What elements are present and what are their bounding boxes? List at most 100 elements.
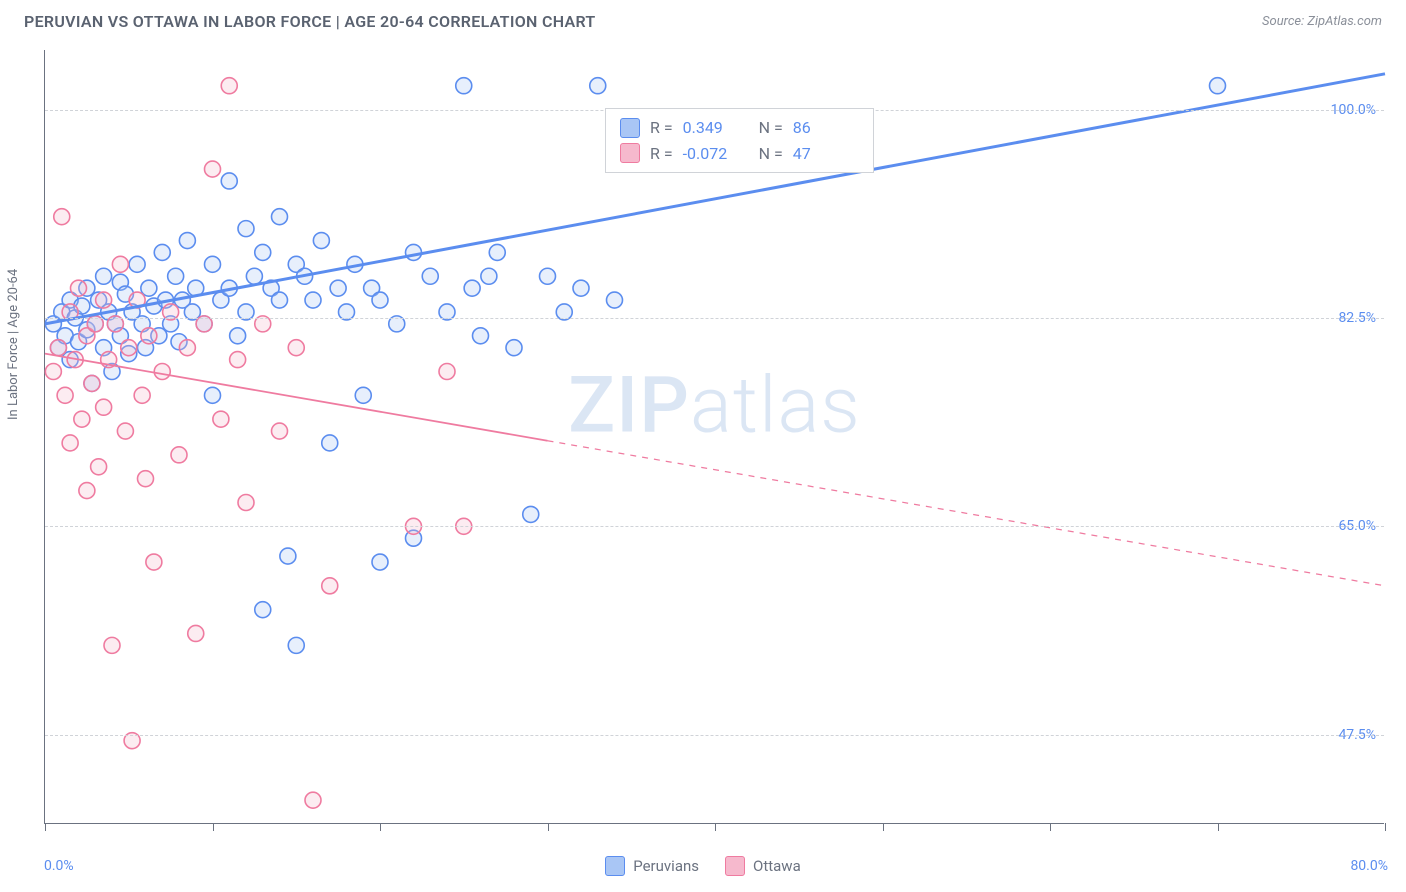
data-point-ottawa (439, 364, 455, 380)
source-attribution: Source: ZipAtlas.com (1262, 14, 1382, 29)
data-point-ottawa (74, 411, 90, 427)
r-label: R = (650, 141, 673, 167)
data-point-peruvians (313, 233, 329, 249)
x-tick (213, 823, 214, 831)
data-point-ottawa (71, 280, 87, 296)
data-point-peruvians (406, 244, 422, 260)
data-point-peruvians (464, 280, 480, 296)
legend-item-peruvians: Peruvians (605, 856, 699, 876)
data-point-peruvians (272, 209, 288, 225)
data-point-peruvians (473, 328, 489, 344)
data-point-peruvians (280, 548, 296, 564)
data-point-peruvians (221, 173, 237, 189)
trend-line-dashed-ottawa (548, 441, 1386, 586)
data-point-ottawa (179, 340, 195, 356)
data-point-ottawa (54, 209, 70, 225)
data-point-ottawa (138, 471, 154, 487)
data-point-peruvians (129, 256, 145, 272)
r-value-ottawa: -0.072 (683, 141, 749, 167)
chart-title: PERUVIAN VS OTTAWA IN LABOR FORCE | AGE … (24, 12, 596, 31)
chart-plot-area: ZIPatlas 47.5%65.0%82.5%100.0% R = 0.349… (44, 50, 1384, 824)
data-point-peruvians (355, 387, 371, 403)
data-point-peruvians (205, 256, 221, 272)
data-point-ottawa (230, 352, 246, 368)
gridline (45, 318, 1384, 319)
x-tick (1218, 823, 1219, 831)
x-tick (883, 823, 884, 831)
data-point-peruvians (230, 328, 246, 344)
data-point-peruvians (305, 292, 321, 308)
data-point-ottawa (121, 340, 137, 356)
y-axis-label: In Labor Force | Age 20-64 (6, 269, 21, 420)
data-point-ottawa (171, 447, 187, 463)
data-point-peruvians (506, 340, 522, 356)
x-tick (1050, 823, 1051, 831)
data-point-ottawa (104, 637, 120, 653)
stats-row-ottawa: R = -0.072 N = 47 (620, 141, 859, 167)
data-point-ottawa (141, 328, 157, 344)
swatch-ottawa (620, 143, 640, 163)
x-tick (548, 823, 549, 831)
data-point-peruvians (607, 292, 623, 308)
data-point-ottawa (238, 494, 254, 510)
x-tick (1385, 823, 1386, 831)
data-point-peruvians (330, 280, 346, 296)
data-point-peruvians (255, 244, 271, 260)
data-point-peruvians (481, 268, 497, 284)
x-tick (380, 823, 381, 831)
data-point-ottawa (146, 554, 162, 570)
stats-legend: R = 0.349 N = 86 R = -0.072 N = 47 (605, 108, 874, 173)
data-point-peruvians (205, 387, 221, 403)
legend-item-ottawa: Ottawa (725, 856, 801, 876)
data-point-ottawa (205, 161, 221, 177)
data-point-peruvians (96, 268, 112, 284)
series-legend: Peruvians Ottawa (0, 856, 1406, 876)
data-point-ottawa (50, 340, 66, 356)
data-point-peruvians (489, 244, 505, 260)
data-point-peruvians (372, 554, 388, 570)
data-point-peruvians (246, 268, 262, 284)
data-point-peruvians (288, 637, 304, 653)
data-point-ottawa (188, 625, 204, 641)
swatch-peruvians (620, 118, 640, 138)
data-point-ottawa (96, 292, 112, 308)
data-point-ottawa (213, 411, 229, 427)
data-point-ottawa (322, 578, 338, 594)
data-point-peruvians (154, 244, 170, 260)
data-point-peruvians (422, 268, 438, 284)
data-point-ottawa (45, 364, 61, 380)
data-point-ottawa (134, 387, 150, 403)
data-point-ottawa (117, 423, 133, 439)
stats-row-peruvians: R = 0.349 N = 86 (620, 115, 859, 141)
data-point-peruvians (372, 292, 388, 308)
legend-label-ottawa: Ottawa (753, 857, 801, 875)
data-point-ottawa (57, 387, 73, 403)
data-point-ottawa (288, 340, 304, 356)
n-label: N = (759, 141, 783, 167)
gridline (45, 735, 1384, 736)
data-point-peruvians (1210, 78, 1226, 94)
data-point-ottawa (221, 78, 237, 94)
n-label: N = (759, 115, 783, 141)
data-point-peruvians (168, 268, 184, 284)
legend-swatch-peruvians (605, 856, 625, 876)
data-point-ottawa (96, 399, 112, 415)
data-point-peruvians (322, 435, 338, 451)
data-point-ottawa (62, 435, 78, 451)
legend-label-peruvians: Peruvians (633, 857, 699, 875)
data-point-peruvians (456, 78, 472, 94)
data-point-ottawa (305, 792, 321, 808)
data-point-ottawa (84, 375, 100, 391)
r-value-peruvians: 0.349 (683, 115, 749, 141)
r-label: R = (650, 115, 673, 141)
data-point-ottawa (112, 256, 128, 272)
data-point-peruvians (523, 506, 539, 522)
data-point-peruvians (540, 268, 556, 284)
data-point-peruvians (238, 221, 254, 237)
data-point-ottawa (91, 459, 107, 475)
x-tick (715, 823, 716, 831)
data-point-peruvians (573, 280, 589, 296)
n-value-ottawa: 47 (793, 141, 859, 167)
data-point-peruvians (272, 292, 288, 308)
gridline (45, 526, 1384, 527)
